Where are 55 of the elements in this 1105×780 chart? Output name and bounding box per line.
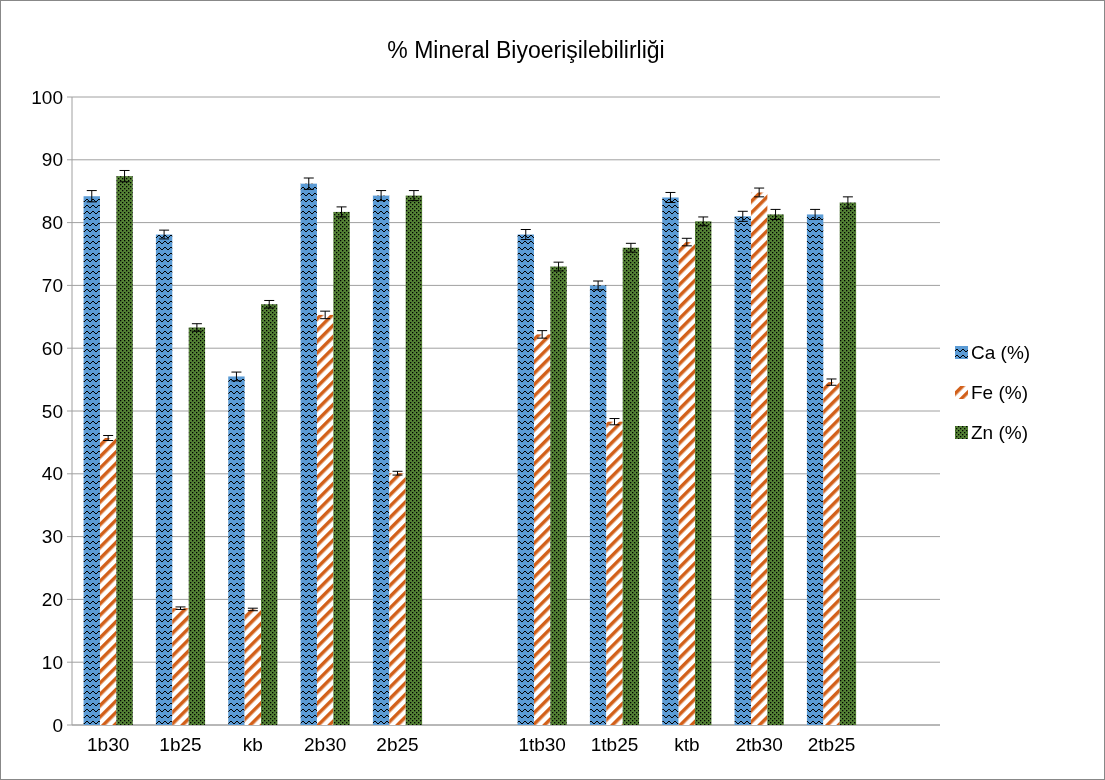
legend-label: Ca (%): [971, 341, 1031, 363]
bar: [372, 195, 390, 725]
bar: [533, 334, 551, 725]
bar: [662, 197, 679, 725]
bar: [806, 214, 824, 725]
bar: [622, 247, 640, 725]
x-tick-label: 1b30: [87, 734, 130, 755]
x-tick-label: 2tb30: [735, 734, 783, 755]
bar: [228, 376, 245, 725]
y-tick-label: 80: [41, 212, 63, 234]
bar: [839, 202, 857, 725]
bar: [550, 266, 567, 725]
bar: [116, 176, 133, 725]
bar: [589, 285, 607, 725]
bar: [734, 216, 751, 725]
bar: [83, 196, 100, 725]
bar: [750, 192, 768, 725]
bar: [517, 234, 534, 725]
bar: [300, 183, 317, 725]
bar: [99, 438, 117, 725]
x-tick-label: 2b30: [304, 734, 347, 755]
chart-title: % Mineral Biyoerişilebilirliği: [387, 37, 665, 63]
bar: [405, 195, 423, 725]
bar: [678, 242, 696, 725]
bar: [695, 221, 712, 725]
y-tick-label: 70: [41, 275, 63, 297]
bar: [389, 473, 406, 725]
x-tick-label: 2tb25: [807, 734, 856, 755]
bar: [333, 211, 350, 725]
bar: [316, 314, 334, 725]
bar: [767, 214, 784, 725]
x-tick-label: 2b25: [376, 734, 419, 755]
y-tick-label: 90: [41, 149, 63, 171]
y-tick-label: 20: [41, 589, 63, 611]
y-tick-label: 60: [41, 337, 63, 359]
bar: [188, 327, 206, 725]
y-tick-label: 40: [41, 463, 63, 485]
legend-label: Zn (%): [971, 421, 1028, 443]
y-tick-label: 0: [52, 714, 63, 736]
y-tick-label: 100: [31, 86, 63, 108]
bar: [823, 382, 840, 725]
y-tick-label: 10: [41, 651, 63, 673]
x-tick-label: kb: [242, 734, 263, 755]
x-tick-label: ktb: [674, 734, 700, 755]
bar: [155, 234, 173, 725]
x-tick-label: 1b25: [159, 734, 202, 755]
legend-label: Fe (%): [971, 381, 1028, 403]
x-tick-label: 1tb30: [518, 734, 566, 755]
y-tick-label: 50: [41, 400, 63, 422]
bar: [244, 609, 262, 725]
bar: [172, 608, 189, 725]
bar: [261, 304, 278, 725]
y-tick-label: 30: [41, 526, 63, 548]
x-tick-label: 1tb25: [590, 734, 639, 755]
bar: [606, 421, 623, 725]
